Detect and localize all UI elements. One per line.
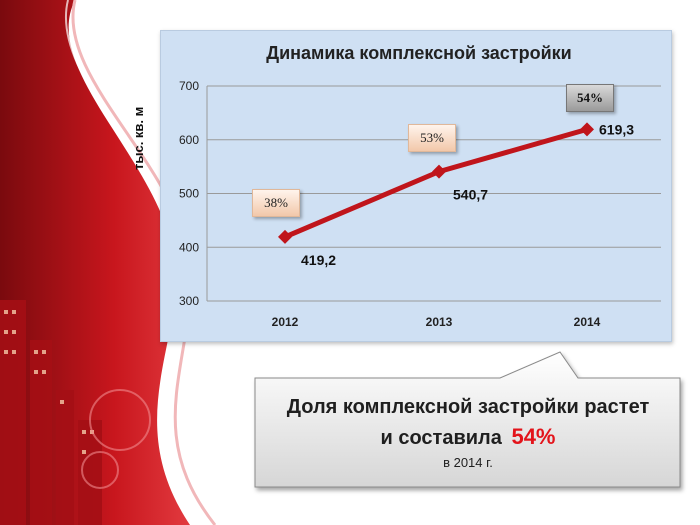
decorative-side-panel: [0, 0, 217, 525]
point-annotation-2014: 54%: [566, 84, 614, 112]
y-tick-label: 300: [179, 294, 199, 308]
point-annotation-2013: 53%: [408, 124, 456, 152]
x-tick-label: 2014: [574, 315, 601, 329]
callout-text: Доля комплексной застройки растет и сост…: [258, 392, 678, 470]
series-line: [278, 122, 594, 244]
y-tick-labels: 300 400 500 600 700: [179, 79, 199, 308]
x-tick-label: 2013: [426, 315, 453, 329]
y-tick-label: 600: [179, 133, 199, 147]
callout-highlight-value: 54%: [511, 424, 556, 449]
data-value-label: 540,7: [453, 187, 488, 203]
callout-line-2: и составила 54%: [258, 422, 678, 453]
callout-line-2-prefix: и составила: [380, 427, 502, 449]
callout-line-1: Доля комплексной застройки растет: [286, 396, 650, 418]
line-chart: Динамика комплексной застройки 300 400 500…: [179, 43, 661, 329]
chart-title: Динамика комплексной застройки: [266, 43, 572, 63]
x-tick-labels: 2012 2013 2014: [272, 315, 601, 329]
y-tick-label: 400: [179, 240, 199, 254]
point-annotation-2012: 38%: [252, 189, 300, 217]
y-tick-label: 500: [179, 187, 199, 201]
data-labels: 419,2 540,7 619,3: [301, 121, 634, 268]
chart-panel: Динамика комплексной застройки 300 400 500…: [160, 30, 672, 342]
y-tick-label: 700: [179, 79, 199, 93]
data-value-label: 619,3: [599, 121, 634, 137]
y-axis-label: тыс. кв. м: [131, 106, 146, 170]
data-point-2014: [580, 122, 594, 137]
callout-subtext: в 2014 г.: [443, 455, 493, 470]
x-tick-label: 2012: [272, 315, 299, 329]
data-point-2013: [432, 164, 446, 179]
data-value-label: 419,2: [301, 252, 336, 268]
data-point-2012: [278, 229, 292, 244]
